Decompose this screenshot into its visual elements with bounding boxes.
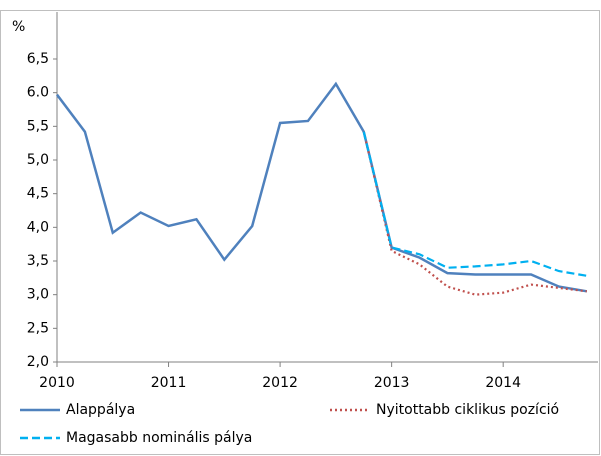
x-tick-label: 2013 bbox=[374, 375, 410, 391]
legend-label: Nyitottabb ciklikus pozíció bbox=[376, 402, 559, 418]
x-tick-label: 2014 bbox=[485, 375, 521, 391]
x-tick-label: 2012 bbox=[262, 375, 298, 391]
y-tick-label: 3,5 bbox=[27, 253, 49, 269]
x-tick-label: 2011 bbox=[151, 375, 187, 391]
legend-label: Alappálya bbox=[66, 402, 135, 418]
y-tick-label: 6,5 bbox=[27, 51, 49, 67]
series-line bbox=[362, 131, 587, 296]
y-tick-label: 5,0 bbox=[27, 152, 49, 168]
y-axis-label: % bbox=[12, 19, 25, 35]
x-tick-label: 2010 bbox=[39, 375, 75, 391]
series-line bbox=[362, 131, 588, 277]
chart-frame bbox=[0, 10, 600, 455]
y-tick-label: 5,5 bbox=[27, 118, 49, 134]
y-tick-label: 6.0 bbox=[27, 85, 49, 101]
y-tick-label: 2,0 bbox=[27, 354, 49, 370]
y-tick-label: 3,0 bbox=[27, 287, 49, 303]
y-tick-label: 4,0 bbox=[27, 219, 49, 235]
y-tick-label: 4,5 bbox=[27, 186, 49, 202]
series-line bbox=[56, 81, 588, 293]
legend-label: Magasabb nominális pálya bbox=[66, 430, 252, 446]
y-tick-label: 2,5 bbox=[27, 320, 49, 336]
